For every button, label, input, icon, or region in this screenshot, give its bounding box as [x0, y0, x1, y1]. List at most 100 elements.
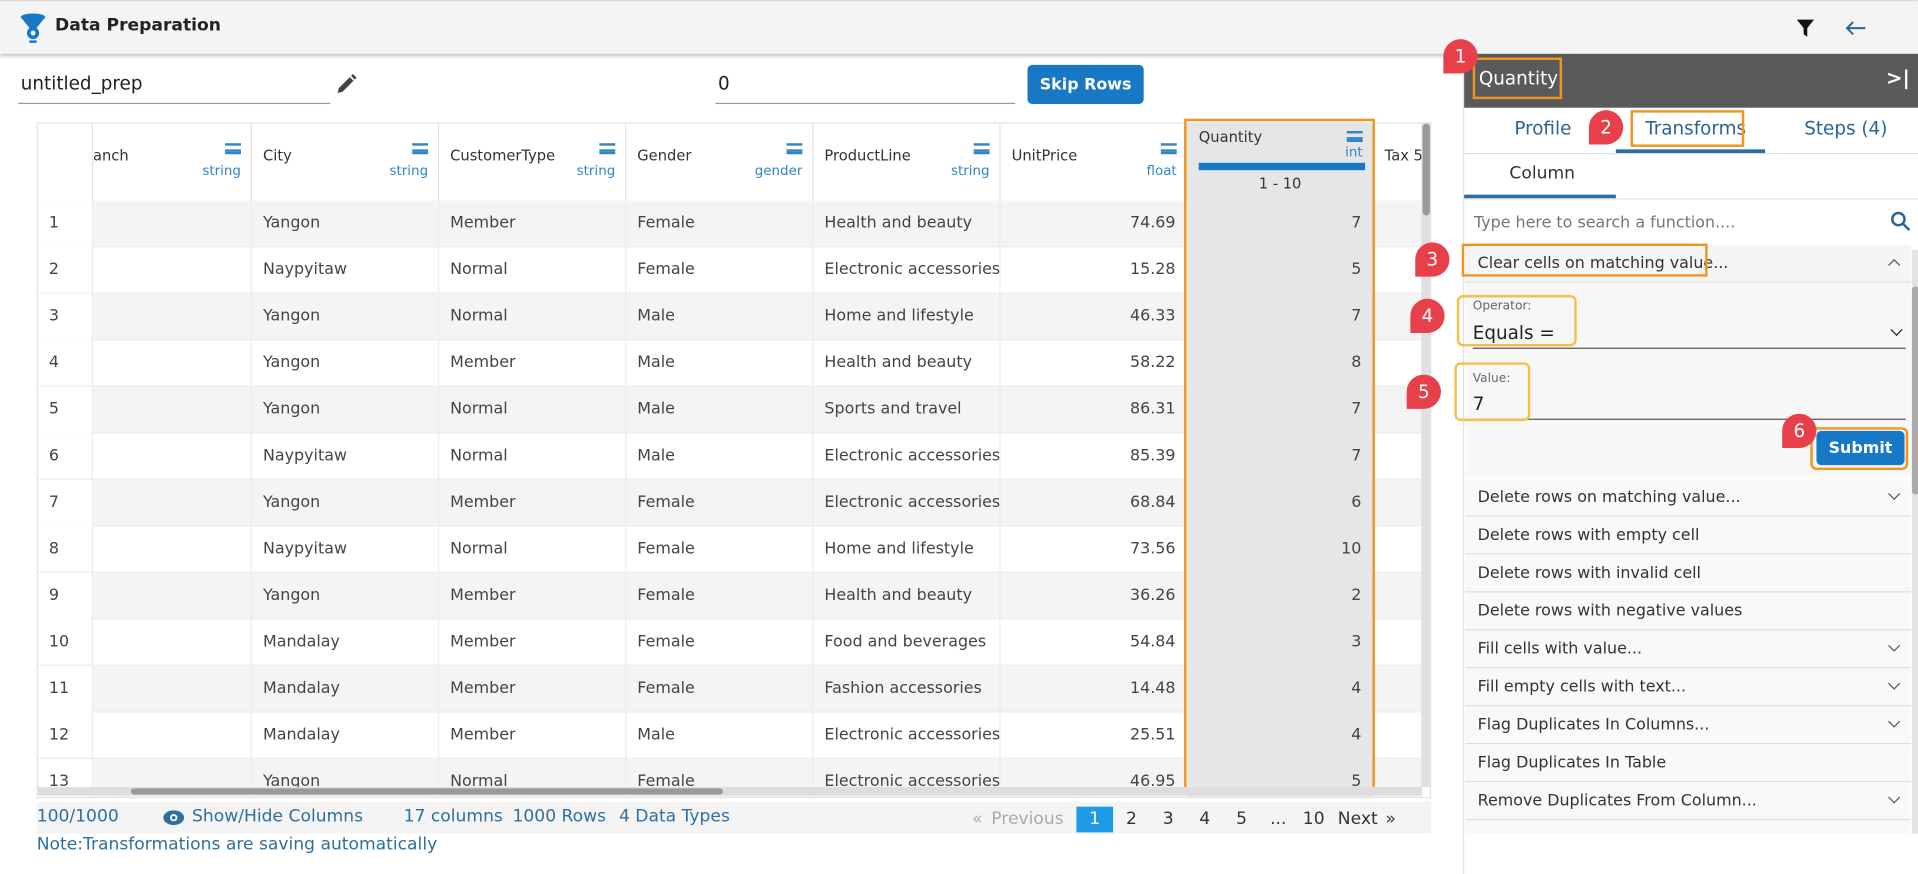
horizontal-scrollbar[interactable]	[37, 787, 1422, 796]
table-row[interactable]: 12 Mandalay Member Male Electronic accessor…	[37, 712, 1423, 759]
page-4[interactable]: 4	[1199, 809, 1211, 829]
cell[interactable]: Yangon	[252, 200, 440, 248]
tab-transforms[interactable]: Transforms	[1645, 117, 1747, 140]
cell[interactable]: 68.84	[1001, 479, 1188, 527]
column-menu-icon[interactable]	[1160, 143, 1177, 155]
cell[interactable]: 85.39	[1001, 433, 1188, 480]
arrow-left-icon[interactable]	[1845, 20, 1867, 37]
function-item[interactable]: Flag Duplicates In Columns...	[1465, 706, 1911, 745]
cell[interactable]: 36.26	[1001, 572, 1188, 620]
column-header[interactable]: anch string	[92, 123, 252, 201]
cell[interactable]: 46.95	[1001, 758, 1188, 797]
next-page-button[interactable]: Next	[1337, 809, 1378, 829]
cell[interactable]: 4	[1187, 665, 1374, 713]
cell[interactable]	[93, 433, 252, 480]
cell[interactable]	[93, 712, 252, 759]
cell[interactable]	[93, 200, 252, 248]
cell[interactable]	[1374, 619, 1423, 666]
cell[interactable]: Yangon	[252, 479, 440, 527]
cell[interactable]: 4	[1187, 712, 1374, 759]
table-row[interactable]: 9 Yangon Member Female Health and beauty 36.…	[37, 572, 1423, 620]
skip-rows-button[interactable]: Skip Rows	[1027, 64, 1144, 105]
cell[interactable]: Naypyitaw	[252, 247, 440, 294]
cell[interactable]: 6	[1187, 479, 1374, 527]
cell[interactable]: Yangon	[252, 758, 440, 797]
cell[interactable]: Fashion accessories	[813, 665, 1001, 713]
table-row[interactable]: 7 Yangon Member Female Electronic accessori…	[37, 479, 1423, 527]
cell[interactable]: Health and beauty	[813, 340, 1001, 387]
cell[interactable]: Female	[626, 619, 814, 666]
cell[interactable]: Health and beauty	[813, 200, 1001, 248]
cell[interactable]: Mandalay	[252, 665, 440, 713]
table-row[interactable]: 2 Naypyitaw Normal Female Electronic access…	[37, 247, 1423, 294]
table-row[interactable]: 4 Yangon Member Male Health and beauty 58.22…	[37, 340, 1423, 387]
cell[interactable]: 7	[1187, 293, 1374, 341]
cell[interactable]: 46.33	[1001, 293, 1188, 341]
cell[interactable]: Food and beverages	[813, 619, 1001, 666]
cell[interactable]: 86.31	[1001, 386, 1188, 434]
cell[interactable]	[93, 572, 252, 620]
cell[interactable]: Naypyitaw	[252, 526, 440, 573]
panel-scrollbar-thumb[interactable]	[1911, 286, 1918, 495]
cell[interactable]: Yangon	[252, 572, 440, 620]
table-row[interactable]: 1 Yangon Member Female Health and beauty 74.…	[37, 200, 1423, 248]
page-5[interactable]: 5	[1236, 809, 1247, 829]
cell[interactable]: Female	[626, 572, 814, 620]
function-item[interactable]: Delete rows with negative values	[1465, 592, 1911, 631]
cell[interactable]	[1374, 572, 1423, 620]
cell[interactable]: Home and lifestyle	[813, 293, 1001, 341]
cell[interactable]: Mandalay	[252, 619, 440, 666]
previous-page-button[interactable]: Previous	[991, 809, 1064, 829]
column-menu-icon[interactable]	[973, 143, 990, 155]
function-item[interactable]: Flag Duplicates In Table	[1465, 744, 1911, 783]
cell[interactable]: Female	[626, 665, 814, 713]
column-header[interactable]: CustomerType string	[439, 123, 627, 201]
cell[interactable]: Home and lifestyle	[813, 526, 1001, 573]
cell[interactable]: 54.84	[1001, 619, 1188, 666]
function-item[interactable]: Remove Duplicates From Column...	[1465, 782, 1911, 821]
page-1[interactable]: 1	[1076, 806, 1114, 833]
cell[interactable]: 5	[1187, 247, 1374, 294]
vertical-scrollbar-thumb[interactable]	[1422, 123, 1430, 216]
cell[interactable]: 8	[1187, 340, 1374, 387]
cell[interactable]: Electronic accessories	[813, 247, 1001, 294]
cell[interactable]: 58.22	[1001, 340, 1188, 387]
column-header[interactable]: Tax 5	[1373, 123, 1430, 201]
cell[interactable]: 15.28	[1001, 247, 1188, 294]
cell[interactable]	[93, 247, 252, 294]
cell[interactable]: Electronic accessories	[813, 758, 1001, 797]
cell[interactable]: 7	[1187, 200, 1374, 248]
cell[interactable]: Female	[626, 526, 814, 573]
cell[interactable]: Male	[626, 386, 814, 434]
cell[interactable]: Health and beauty	[813, 572, 1001, 620]
cell[interactable]: Normal	[439, 386, 627, 434]
cell[interactable]	[93, 526, 252, 573]
cell[interactable]	[1374, 665, 1423, 713]
cell[interactable]	[93, 340, 252, 387]
cell[interactable]: Yangon	[252, 340, 440, 387]
function-item[interactable]: Delete rows on matching value...	[1465, 478, 1911, 517]
function-item[interactable]: Fill empty cells with text...	[1465, 668, 1911, 707]
cell[interactable]: Female	[626, 247, 814, 294]
cell[interactable]: Normal	[439, 433, 627, 480]
cell[interactable]: 7	[1187, 433, 1374, 480]
column-header[interactable]: City string	[251, 123, 440, 201]
eye-icon[interactable]	[163, 809, 185, 826]
cell[interactable]: Member	[439, 200, 627, 248]
cell[interactable]: 10	[1187, 526, 1374, 573]
tab-profile[interactable]: Profile	[1514, 117, 1572, 140]
cell[interactable]	[1374, 433, 1423, 480]
function-item[interactable]: Fill cells with value...	[1465, 630, 1911, 669]
cell[interactable]: Member	[439, 340, 627, 387]
cell[interactable]: Female	[626, 758, 814, 797]
cell[interactable]: 73.56	[1001, 526, 1188, 573]
column-menu-icon[interactable]	[225, 143, 241, 155]
horizontal-scrollbar-thumb[interactable]	[130, 788, 723, 795]
cell[interactable]: Male	[626, 712, 814, 759]
cell[interactable]: 14.48	[1001, 665, 1188, 713]
cell[interactable]: Yangon	[252, 386, 440, 434]
column-menu-icon[interactable]	[599, 143, 616, 155]
cell[interactable]: Member	[439, 479, 627, 527]
subtab-column[interactable]: Column	[1509, 164, 1576, 184]
cell[interactable]	[93, 665, 252, 713]
